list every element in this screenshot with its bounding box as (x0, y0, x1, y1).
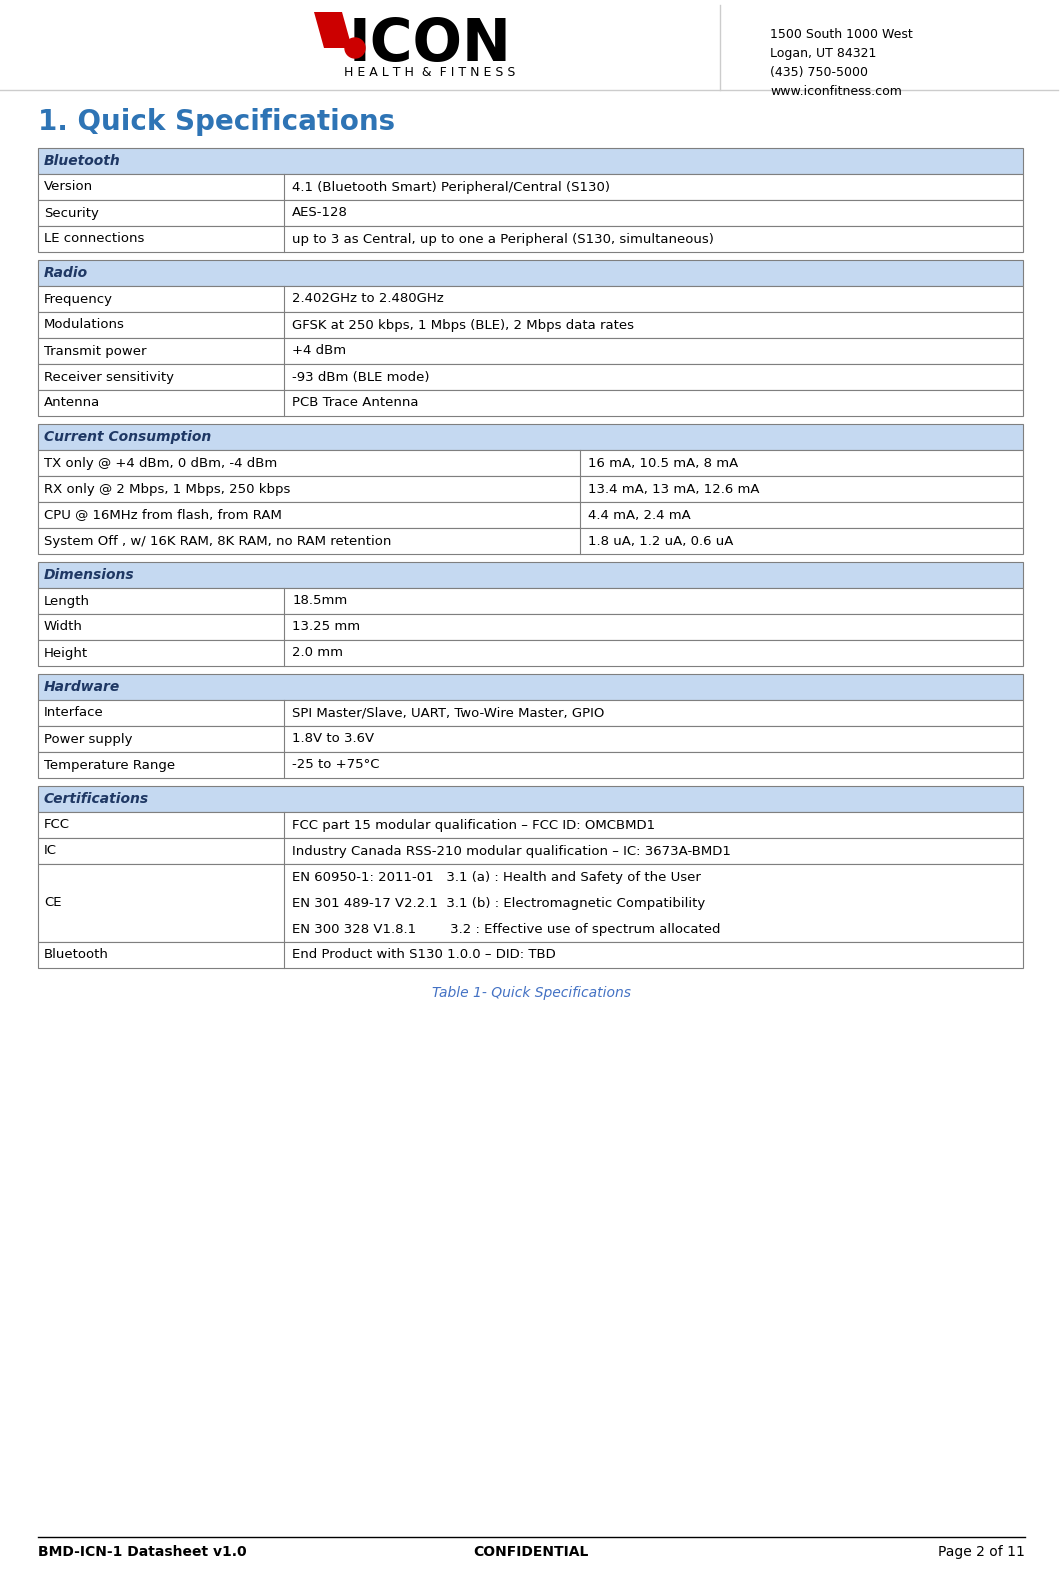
Text: Height: Height (44, 647, 88, 659)
Text: 2.0 mm: 2.0 mm (292, 647, 343, 659)
Text: TX only @ +4 dBm, 0 dBm, -4 dBm: TX only @ +4 dBm, 0 dBm, -4 dBm (44, 457, 277, 469)
Bar (38, 312, 1023, 338)
Text: IC: IC (44, 845, 57, 857)
Text: Page 2 of 11: Page 2 of 11 (939, 1545, 1025, 1559)
Bar (38, 752, 1023, 779)
Text: FCC part 15 modular qualification – FCC ID: OMCBMD1: FCC part 15 modular qualification – FCC … (292, 818, 656, 832)
Text: Bluetooth: Bluetooth (44, 948, 108, 961)
Text: CONFIDENTIAL: CONFIDENTIAL (473, 1545, 589, 1559)
Text: up to 3 as Central, up to one a Peripheral (S130, simultaneous): up to 3 as Central, up to one a Peripher… (292, 232, 714, 245)
Text: AES-128: AES-128 (292, 207, 348, 220)
Text: EN 300 328 V1.8.1        3.2 : Effective use of spectrum allocated: EN 300 328 V1.8.1 3.2 : Effective use of… (292, 923, 721, 936)
Text: Version: Version (44, 181, 94, 193)
Text: Certifications: Certifications (44, 791, 149, 805)
Text: Bluetooth: Bluetooth (44, 154, 121, 168)
Text: 13.25 mm: 13.25 mm (292, 620, 360, 634)
Text: Interface: Interface (44, 706, 104, 719)
Text: 1.8V to 3.6V: 1.8V to 3.6V (292, 733, 374, 746)
Bar (38, 700, 1023, 725)
Text: 1.8 uA, 1.2 uA, 0.6 uA: 1.8 uA, 1.2 uA, 0.6 uA (588, 534, 733, 548)
Text: 4.4 mA, 2.4 mA: 4.4 mA, 2.4 mA (588, 509, 691, 521)
Text: Receiver sensitivity: Receiver sensitivity (44, 371, 174, 383)
Text: Security: Security (44, 207, 99, 220)
Bar (38, 148, 1023, 174)
Text: Power supply: Power supply (44, 733, 133, 746)
Bar (38, 389, 1023, 416)
Bar (38, 725, 1023, 752)
Text: 16 mA, 10.5 mA, 8 mA: 16 mA, 10.5 mA, 8 mA (588, 457, 738, 469)
Bar (38, 502, 1023, 528)
Bar (38, 338, 1023, 364)
Bar (38, 364, 1023, 389)
Bar (38, 476, 1023, 502)
Text: BMD-ICN-1 Datasheet v1.0: BMD-ICN-1 Datasheet v1.0 (38, 1545, 247, 1559)
Bar (38, 589, 1023, 614)
Bar (38, 226, 1023, 253)
Text: H E A L T H  &  F I T N E S S: H E A L T H & F I T N E S S (344, 66, 516, 78)
Bar (38, 641, 1023, 666)
Bar (38, 451, 1023, 476)
Text: -93 dBm (BLE mode): -93 dBm (BLE mode) (292, 371, 429, 383)
Text: Current Consumption: Current Consumption (44, 430, 212, 444)
Text: EN 60950-1: 2011-01   3.1 (a) : Health and Safety of the User: EN 60950-1: 2011-01 3.1 (a) : Health and… (292, 870, 702, 884)
Text: PCB Trace Antenna: PCB Trace Antenna (292, 397, 419, 410)
Text: Width: Width (44, 620, 83, 634)
Text: FCC: FCC (44, 818, 70, 832)
Text: Length: Length (44, 595, 90, 608)
Polygon shape (323, 13, 343, 49)
Bar (38, 812, 1023, 838)
Bar (38, 562, 1023, 589)
Bar (38, 424, 1023, 451)
Bar (38, 614, 1023, 641)
Text: -25 to +75°C: -25 to +75°C (292, 758, 379, 771)
Bar (38, 199, 1023, 226)
Text: Dimensions: Dimensions (44, 568, 135, 582)
Text: 18.5mm: 18.5mm (292, 595, 348, 608)
Text: System Off , w/ 16K RAM, 8K RAM, no RAM retention: System Off , w/ 16K RAM, 8K RAM, no RAM … (44, 534, 391, 548)
Polygon shape (314, 13, 334, 49)
Text: Antenna: Antenna (44, 397, 100, 410)
Bar (38, 528, 1023, 554)
Text: 2.402GHz to 2.480GHz: 2.402GHz to 2.480GHz (292, 292, 444, 306)
Text: Frequency: Frequency (44, 292, 113, 306)
Bar (38, 838, 1023, 864)
Text: Hardware: Hardware (44, 680, 120, 694)
Text: EN 301 489-17 V2.2.1  3.1 (b) : Electromagnetic Compatibility: EN 301 489-17 V2.2.1 3.1 (b) : Electroma… (292, 896, 706, 909)
Text: +4 dBm: +4 dBm (292, 344, 347, 358)
Bar (38, 942, 1023, 969)
Bar (38, 261, 1023, 286)
Bar (0, 5, 1058, 89)
Text: CPU @ 16MHz from flash, from RAM: CPU @ 16MHz from flash, from RAM (44, 509, 282, 521)
Text: LE connections: LE connections (44, 232, 145, 245)
Bar (38, 787, 1023, 812)
Circle shape (345, 38, 365, 58)
Text: Radio: Radio (44, 265, 88, 279)
Text: Table 1- Quick Specifications: Table 1- Quick Specifications (432, 986, 630, 1000)
Text: GFSK at 250 kbps, 1 Mbps (BLE), 2 Mbps data rates: GFSK at 250 kbps, 1 Mbps (BLE), 2 Mbps d… (292, 319, 635, 331)
Bar (38, 674, 1023, 700)
Text: CE: CE (44, 896, 62, 909)
Polygon shape (332, 13, 352, 49)
Text: 13.4 mA, 13 mA, 12.6 mA: 13.4 mA, 13 mA, 12.6 mA (588, 482, 759, 496)
Text: SPI Master/Slave, UART, Two-Wire Master, GPIO: SPI Master/Slave, UART, Two-Wire Master,… (292, 706, 605, 719)
Text: End Product with S130 1.0.0 – DID: TBD: End Product with S130 1.0.0 – DID: TBD (292, 948, 556, 961)
Text: Industry Canada RSS-210 modular qualification – IC: 3673A-BMD1: Industry Canada RSS-210 modular qualific… (292, 845, 731, 857)
Text: 1500 South 1000 West
Logan, UT 84321
(435) 750-5000
www.iconfitness.com: 1500 South 1000 West Logan, UT 84321 (43… (770, 28, 913, 97)
Bar (38, 286, 1023, 312)
Text: RX only @ 2 Mbps, 1 Mbps, 250 kbps: RX only @ 2 Mbps, 1 Mbps, 250 kbps (44, 482, 290, 496)
Text: 4.1 (Bluetooth Smart) Peripheral/Central (S130): 4.1 (Bluetooth Smart) Peripheral/Central… (292, 181, 610, 193)
Text: ICON: ICON (349, 17, 511, 74)
Text: Temperature Range: Temperature Range (44, 758, 175, 771)
Text: Modulations: Modulations (44, 319, 124, 331)
Bar (38, 864, 1023, 942)
Text: Transmit power: Transmit power (44, 344, 147, 358)
Bar (38, 174, 1023, 199)
Text: 1. Quick Specifications: 1. Quick Specifications (38, 108, 395, 137)
